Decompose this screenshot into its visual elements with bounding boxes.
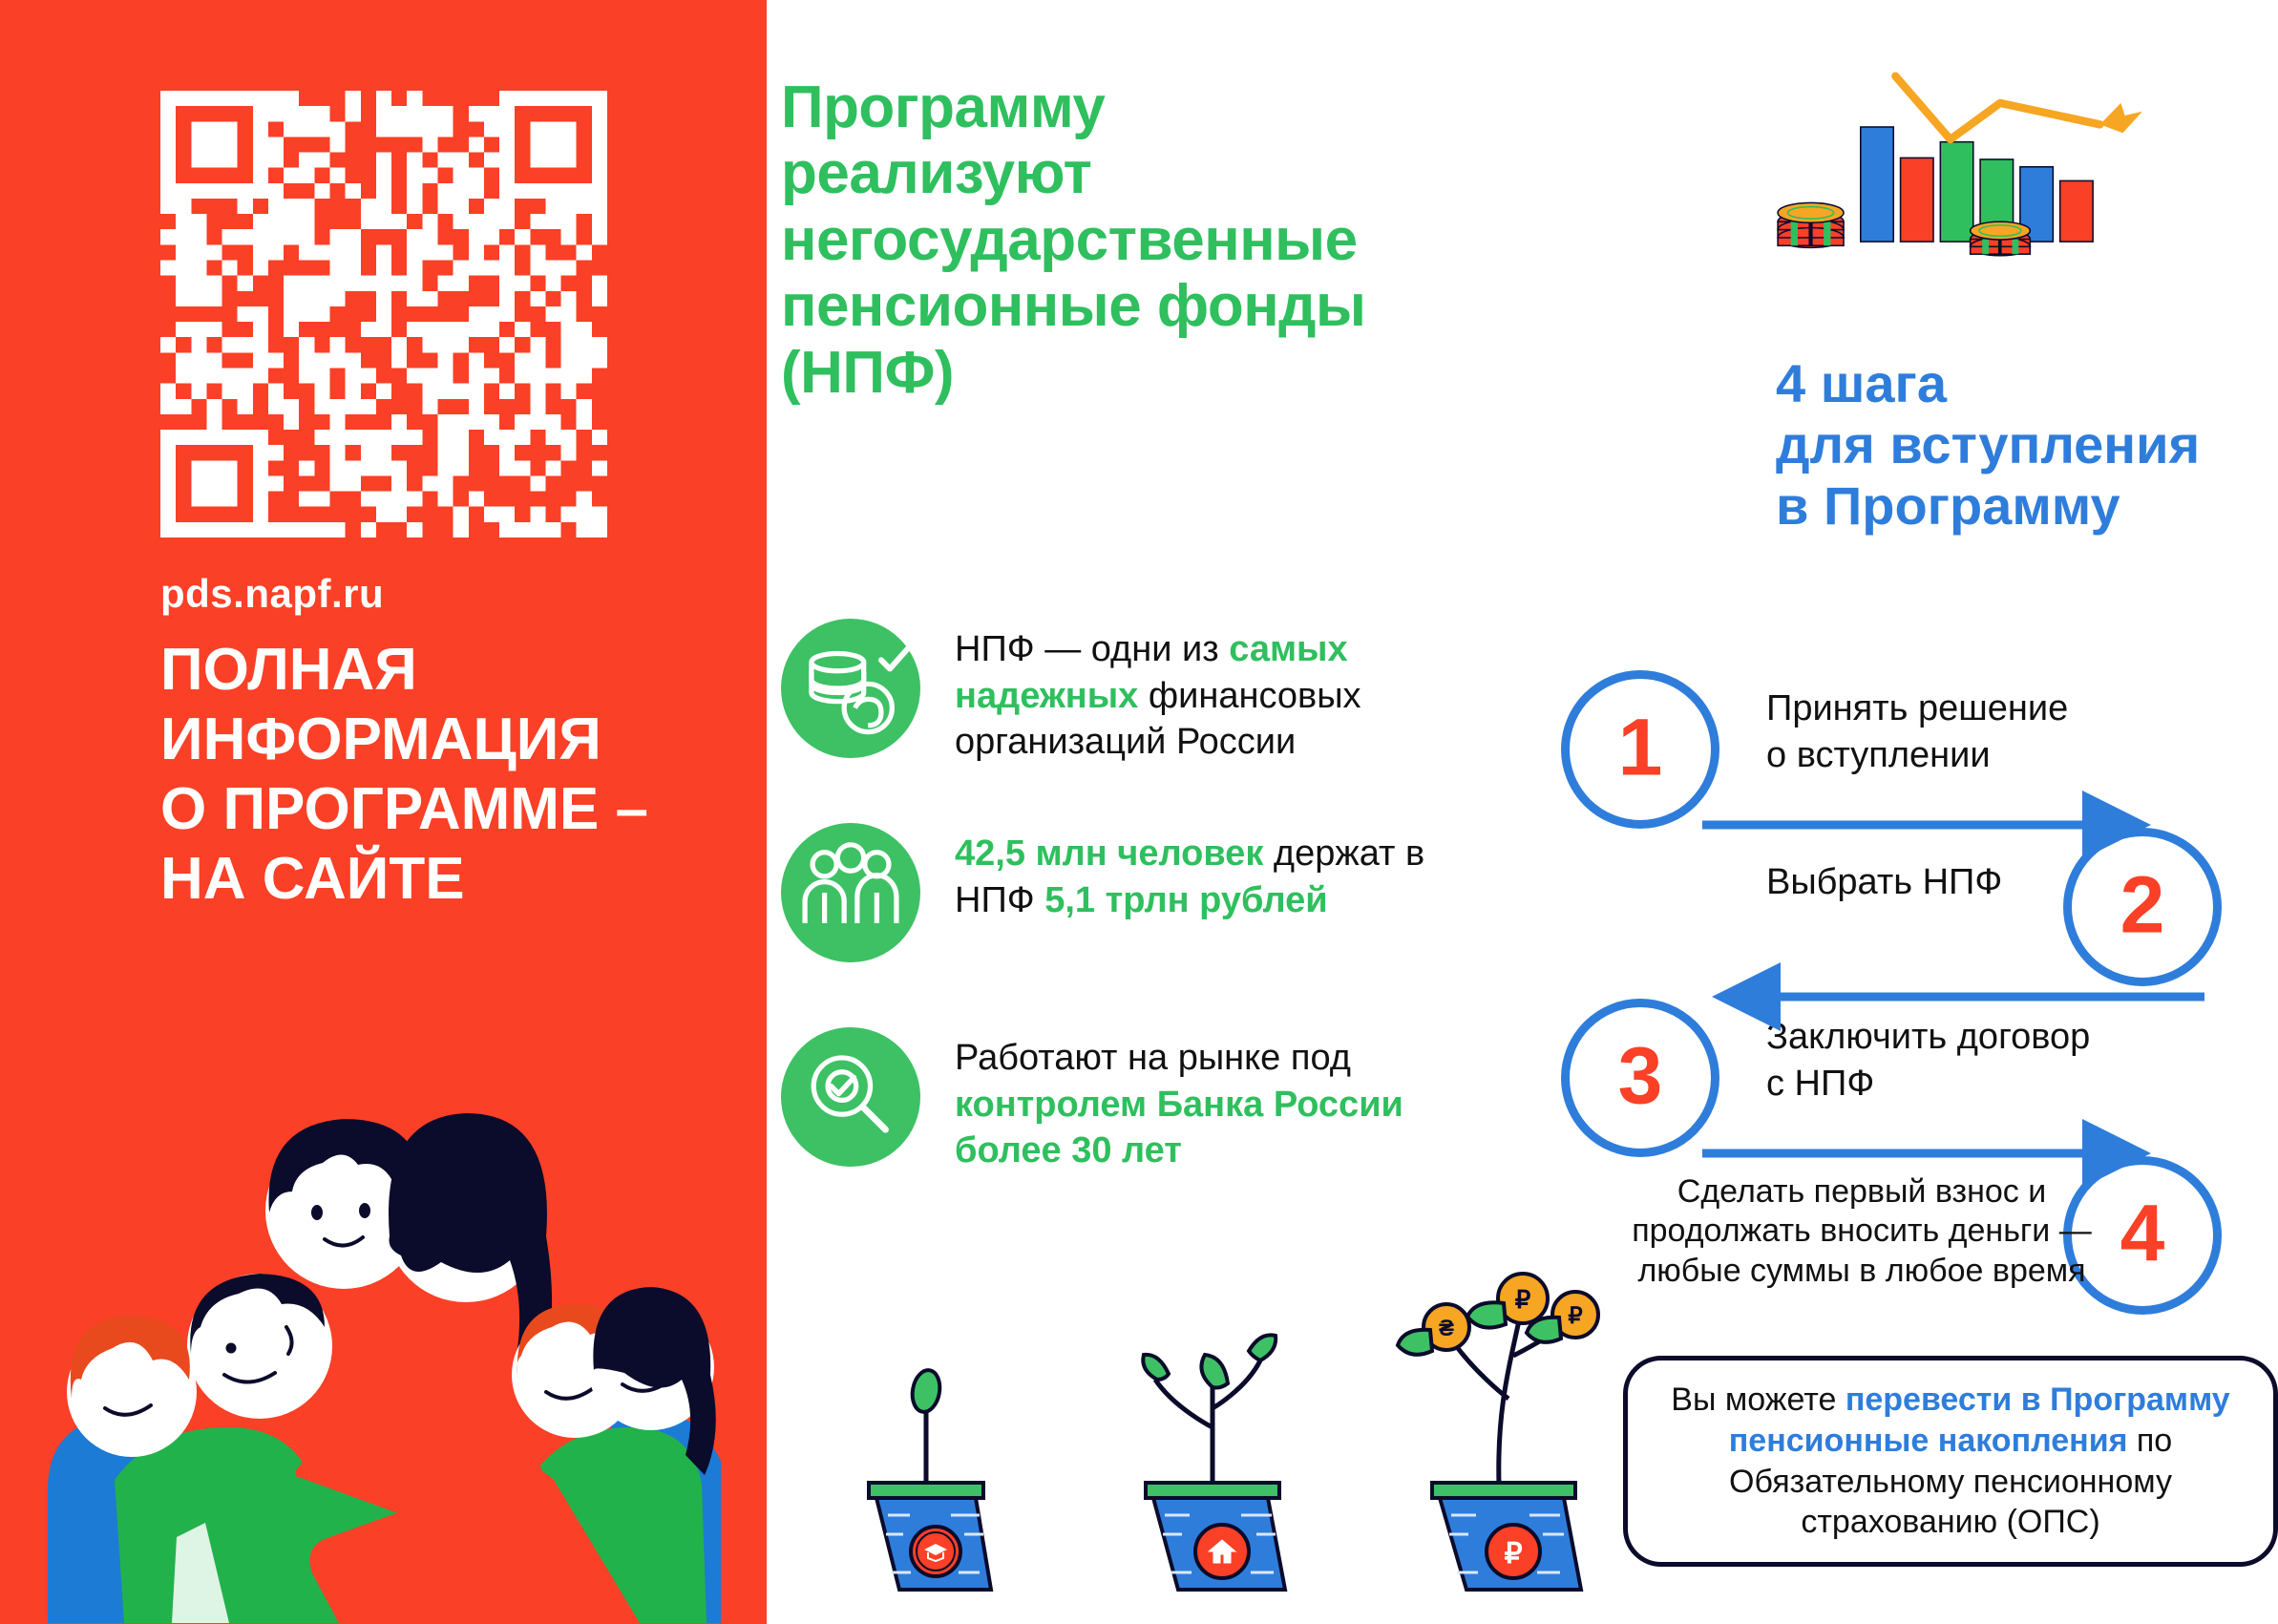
- svg-text:₴: ₴: [1439, 1316, 1454, 1341]
- svg-text:₽: ₽: [1504, 1538, 1522, 1570]
- svg-text:₽: ₽: [1515, 1285, 1531, 1314]
- svg-text:₽: ₽: [1568, 1303, 1582, 1329]
